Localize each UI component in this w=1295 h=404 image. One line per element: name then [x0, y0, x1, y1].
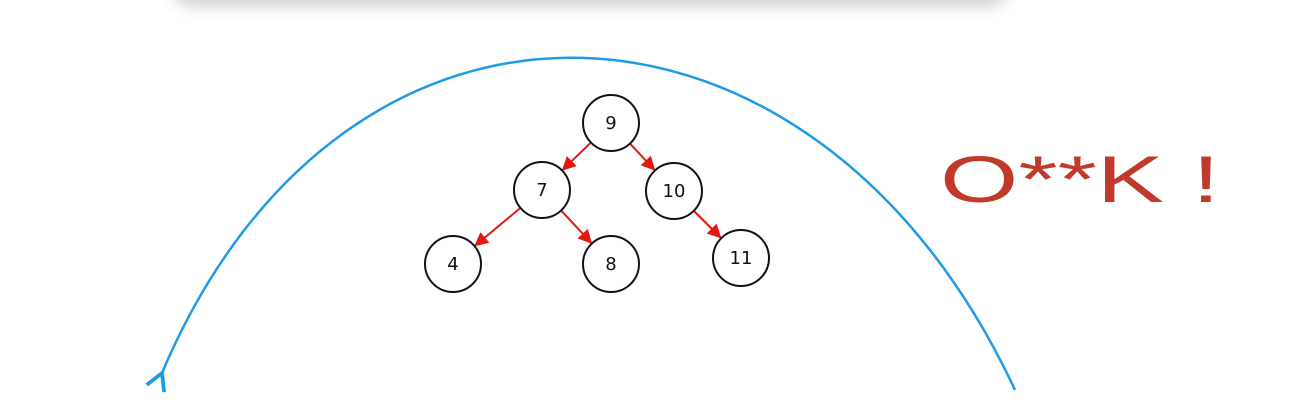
- tree-nodes: 9 7 10 4 8 11: [424, 94, 770, 293]
- tree-edges: [474, 142, 722, 247]
- edge-7-8: [561, 210, 593, 244]
- edge-9-7: [561, 142, 591, 171]
- annotation-text: O**K !: [940, 142, 1220, 216]
- tree-node-9: 9: [582, 94, 640, 152]
- edge-10-11: [693, 210, 722, 239]
- tree-node-4: 4: [424, 235, 482, 293]
- node-label: 10: [663, 181, 686, 202]
- traversal-arc: [162, 56, 1017, 390]
- tree-node-8: 8: [582, 235, 640, 293]
- tree-node-7: 7: [513, 161, 571, 219]
- tree-node-10: 10: [645, 162, 703, 220]
- edge-7-4: [474, 207, 521, 247]
- tree-node-11: 11: [712, 229, 770, 287]
- node-circle: [645, 162, 703, 220]
- node-label: 9: [605, 113, 616, 134]
- edge-9-10: [629, 143, 656, 171]
- node-label: 8: [605, 254, 616, 275]
- node-label: 4: [447, 254, 458, 275]
- node-circle: [712, 229, 770, 287]
- node-circle: [582, 94, 640, 152]
- node-circle: [513, 161, 571, 219]
- node-label: 7: [536, 180, 547, 201]
- node-circle: [424, 235, 482, 293]
- node-label: 11: [730, 248, 753, 269]
- node-circle: [582, 235, 640, 293]
